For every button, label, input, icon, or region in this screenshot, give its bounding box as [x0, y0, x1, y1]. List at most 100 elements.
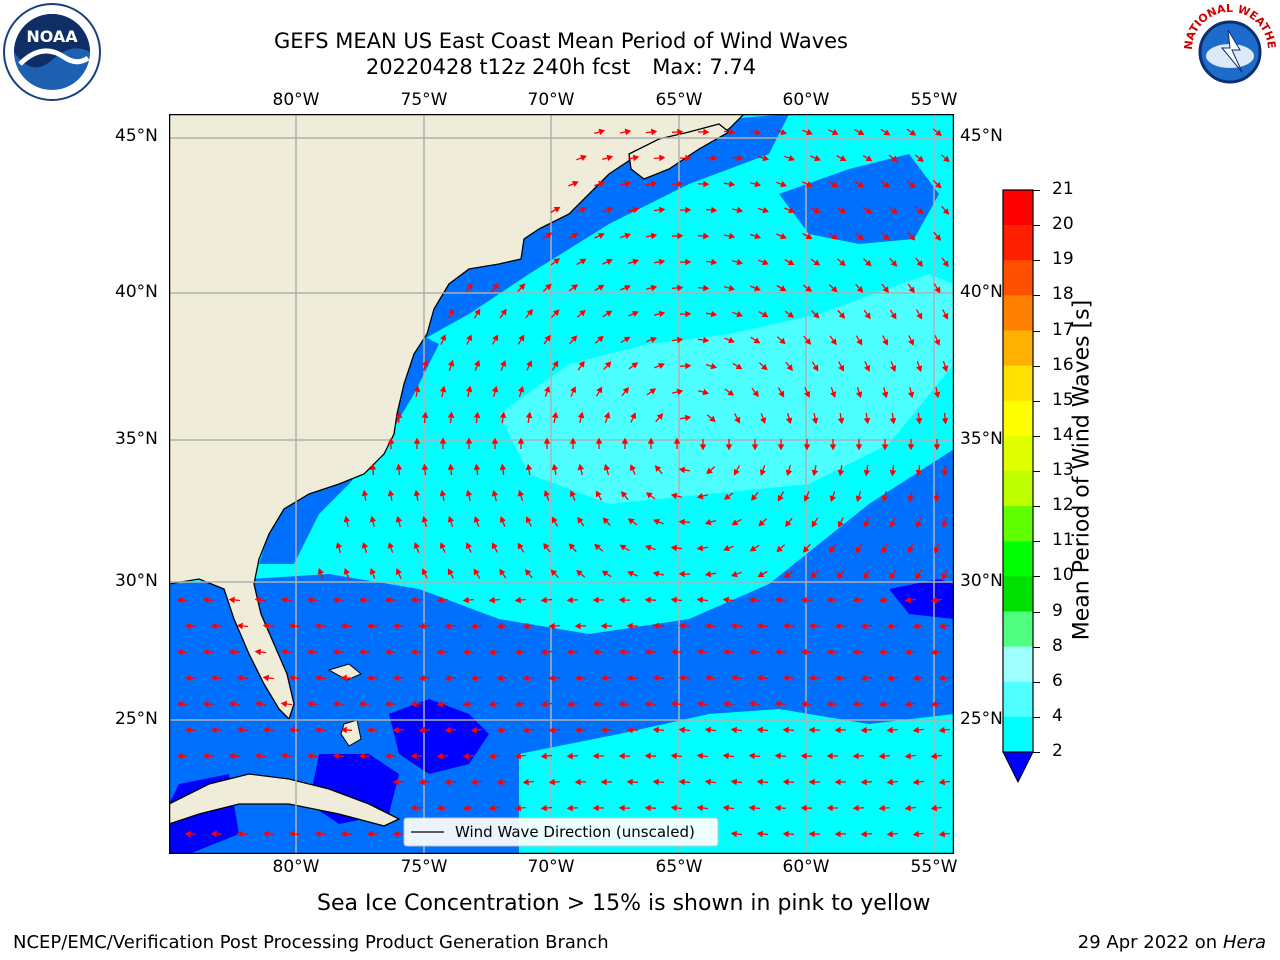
wave-arrow: [176, 752, 189, 760]
wave-arrow: [776, 544, 786, 553]
wave-arrow: [210, 830, 223, 838]
wave-arrow: [670, 544, 683, 552]
wave-arrow: [854, 180, 865, 188]
wave-arrow: [828, 232, 839, 240]
wave-arrow: [525, 463, 533, 476]
wave-arrow: [782, 778, 795, 786]
wave-arrow: [811, 464, 819, 477]
wave-arrow: [704, 622, 717, 630]
wave-arrow: [184, 726, 197, 734]
wave-arrow: [551, 309, 560, 319]
colorbar-tick-mark: [1033, 400, 1040, 402]
map-frame: [169, 114, 954, 854]
wave-arrow: [808, 830, 821, 838]
wave-arrow: [704, 518, 716, 526]
wave-arrow: [722, 804, 735, 812]
wave-arrow: [600, 674, 612, 682]
wave-arrow: [826, 596, 838, 604]
wave-arrow: [410, 596, 423, 604]
wave-arrow: [830, 387, 837, 398]
wave-arrow: [838, 361, 845, 372]
wave-arrow: [418, 778, 431, 786]
wave-arrow: [854, 232, 864, 241]
wave-arrow: [280, 700, 293, 708]
wave-arrow: [514, 804, 527, 812]
wave-arrow: [540, 596, 553, 604]
wave-arrow: [834, 726, 847, 734]
wave-arrow: [836, 569, 845, 579]
period-band-lt2-east: [889, 579, 954, 619]
wave-arrow: [366, 674, 379, 682]
wave-arrow: [387, 542, 394, 553]
wave-arrow: [280, 596, 293, 604]
wave-arrow: [938, 778, 951, 786]
wave-arrow: [730, 778, 743, 786]
wave-arrow: [644, 648, 657, 656]
wave-arrow: [915, 464, 923, 477]
wave-arrow: [335, 541, 343, 553]
wave-arrow: [466, 334, 473, 345]
land-cuba: [169, 773, 401, 827]
wave-arrow: [907, 490, 915, 503]
colorbar-segment: [1003, 576, 1033, 612]
wave-arrow: [696, 648, 709, 656]
wave-arrow: [855, 387, 863, 399]
wave-arrow: [836, 258, 846, 267]
wave-arrow: [731, 154, 744, 162]
wave-arrow: [852, 804, 865, 812]
wave-arrow: [758, 362, 768, 371]
land-north-america: [169, 114, 745, 721]
wave-arrow: [236, 674, 249, 682]
wave-arrow: [760, 413, 767, 424]
wave-arrow: [627, 570, 638, 577]
colorbar-tick-mark: [1033, 190, 1040, 191]
wave-arrow: [566, 752, 579, 760]
forecast-run: 20220428 t12z 240h fcst: [365, 55, 631, 79]
wave-arrow: [941, 464, 949, 477]
colorbar-tick-mark: [1033, 365, 1040, 367]
wave-arrow: [748, 648, 761, 656]
wave-arrow: [852, 752, 865, 760]
wave-arrow: [413, 437, 421, 449]
colorbar-tick-label: 14: [1052, 424, 1074, 445]
wave-arrow: [488, 596, 501, 604]
wave-arrow: [915, 361, 923, 372]
wave-arrow: [800, 596, 813, 604]
wave-arrow: [907, 386, 915, 399]
wave-arrow: [369, 568, 376, 579]
wave-arrow: [732, 311, 743, 318]
lat-label-right-40n: 40°N: [960, 282, 1003, 302]
wave-arrow: [646, 336, 657, 343]
wave-arrow: [671, 180, 684, 188]
wave-arrow: [491, 283, 499, 293]
wave-arrow: [784, 259, 795, 266]
wave-arrow: [436, 804, 449, 812]
noaa-logo-text: NOAA: [26, 27, 78, 46]
wave-arrow: [210, 622, 223, 630]
wave-arrow: [577, 463, 585, 476]
wave-arrow: [595, 437, 603, 449]
wave-arrow: [880, 180, 891, 188]
wave-arrow: [600, 778, 612, 786]
wave-arrow: [697, 232, 710, 240]
wave-arrow: [522, 726, 535, 734]
wave-arrow: [447, 359, 455, 372]
wave-arrow: [941, 517, 949, 529]
colorbar-tick-label: 4: [1052, 705, 1063, 726]
colorbar-segment: [1003, 190, 1033, 226]
wave-arrow: [756, 830, 769, 838]
wave-arrow: [881, 283, 889, 293]
wave-arrow: [576, 309, 586, 318]
wave-arrow: [785, 465, 793, 477]
wave-arrow: [262, 622, 275, 630]
wave-arrow: [491, 437, 499, 449]
map-title: GEFS MEAN US East Coast Mean Period of W…: [274, 29, 848, 53]
wave-arrow: [470, 726, 483, 734]
wave-arrow: [280, 752, 293, 760]
wave-arrow: [630, 412, 637, 423]
colorbar-segment: [1003, 225, 1033, 261]
wave-arrow: [826, 752, 838, 760]
colorbar-segment: [1003, 471, 1033, 507]
footer-branch: NCEP/EMC/Verification Post Processing Pr…: [13, 932, 609, 953]
wave-arrow: [855, 491, 863, 503]
